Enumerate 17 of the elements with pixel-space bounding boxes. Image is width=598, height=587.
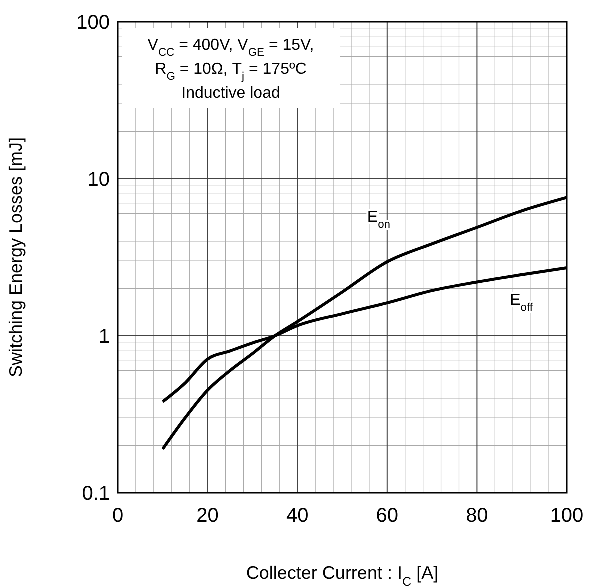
series-label: E$_{off}$ xyxy=(510,292,534,314)
x-tick-label: 100 xyxy=(550,505,584,527)
x-tick-label: 0 xyxy=(112,505,124,527)
y-tick-label: 10 xyxy=(88,169,110,191)
annotation: V$_{CC}$ = 400V, V$_{GE}$ = 15V, xyxy=(148,37,314,59)
annotation: Inductive load xyxy=(182,85,280,102)
y-tick-label: 1 xyxy=(98,326,110,348)
annotation: R$_{G}$ = 10Ω, T$_{j}$ = 175ºC xyxy=(155,61,307,83)
x-tick-label: 60 xyxy=(376,505,399,527)
x-tick-label: 40 xyxy=(286,505,309,527)
x-tick-label: 80 xyxy=(466,505,488,527)
note-box: V$_{CC}$ = 400V, V$_{GE}$ = 15V, R$_{G}$ = 10Ω, T$_{j}$ = 175ºC Inductive load xyxy=(122,28,340,108)
y-tick-label: 100 xyxy=(76,12,110,34)
y-axis-title: Switching Energy Losses [mJ] xyxy=(6,137,26,378)
x-tick-label: 20 xyxy=(196,505,219,527)
y-tick-label: 0.1 xyxy=(82,483,110,505)
x-axis-title: Collecter Current : I$_{C}$ [A] xyxy=(246,563,439,587)
